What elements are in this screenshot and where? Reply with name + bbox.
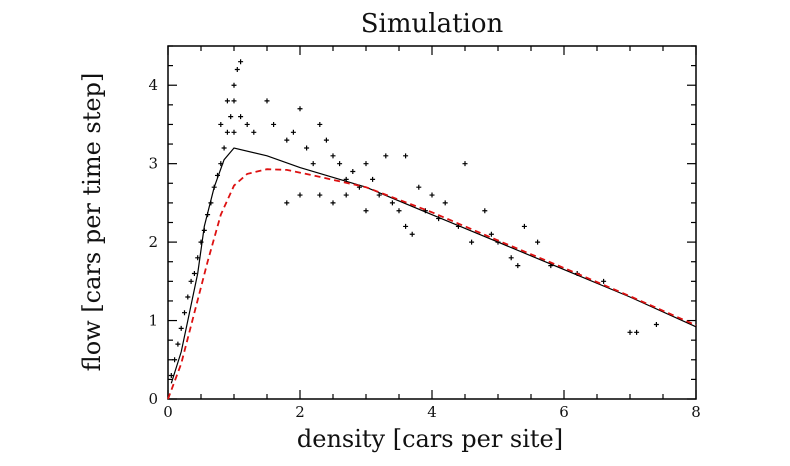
data-point bbox=[251, 129, 257, 135]
data-point bbox=[168, 372, 174, 378]
dashed-red-curve bbox=[167, 168, 697, 400]
data-point bbox=[409, 231, 415, 237]
data-point bbox=[363, 161, 369, 167]
x-tick-label: 6 bbox=[559, 403, 569, 421]
data-point bbox=[330, 200, 336, 206]
data-point bbox=[383, 153, 389, 159]
data-point bbox=[221, 145, 227, 151]
data-point bbox=[238, 114, 244, 120]
data-point bbox=[482, 208, 488, 214]
data-marks bbox=[167, 59, 697, 400]
data-point bbox=[389, 200, 395, 206]
data-point bbox=[396, 208, 402, 214]
data-point bbox=[271, 121, 277, 127]
data-point bbox=[403, 153, 409, 159]
data-point bbox=[515, 263, 521, 269]
y-tick-label: 1 bbox=[148, 312, 158, 330]
y-tick-label: 3 bbox=[148, 155, 158, 173]
data-point bbox=[238, 59, 244, 65]
data-point bbox=[188, 278, 194, 284]
data-point bbox=[469, 239, 475, 245]
x-tick-label: 2 bbox=[295, 403, 305, 421]
data-point bbox=[370, 176, 376, 182]
data-point bbox=[297, 192, 303, 198]
data-point bbox=[601, 278, 607, 284]
data-point bbox=[363, 208, 369, 214]
chart-title: Simulation bbox=[361, 9, 504, 39]
data-point bbox=[521, 223, 527, 229]
x-tick-label: 4 bbox=[427, 403, 437, 421]
data-point bbox=[185, 294, 191, 300]
data-point bbox=[191, 270, 197, 276]
data-point bbox=[627, 329, 633, 335]
data-point bbox=[323, 137, 329, 143]
data-point bbox=[653, 321, 659, 327]
data-point bbox=[462, 161, 468, 167]
data-point bbox=[535, 239, 541, 245]
y-axis-title: flow [cars per time step] bbox=[78, 73, 106, 372]
ticks bbox=[167, 45, 697, 400]
data-point bbox=[442, 200, 448, 206]
data-point bbox=[234, 67, 240, 73]
y-tick-label: 2 bbox=[148, 233, 158, 251]
data-point bbox=[172, 357, 178, 363]
data-point bbox=[376, 192, 382, 198]
solid-curve bbox=[170, 147, 697, 384]
data-point bbox=[304, 145, 310, 151]
data-point bbox=[231, 82, 237, 88]
data-point bbox=[634, 329, 640, 335]
x-axis-title: density [cars per site] bbox=[297, 425, 563, 453]
data-point bbox=[290, 129, 296, 135]
data-point bbox=[337, 161, 343, 167]
data-point bbox=[416, 184, 422, 190]
y-tick-label: 0 bbox=[148, 390, 158, 408]
data-point bbox=[178, 325, 184, 331]
plot-frame bbox=[167, 45, 697, 400]
data-point bbox=[264, 98, 270, 104]
data-point bbox=[343, 192, 349, 198]
data-point bbox=[488, 231, 494, 237]
data-point bbox=[228, 114, 234, 120]
data-point bbox=[218, 121, 224, 127]
data-point bbox=[231, 129, 237, 135]
y-tick-label: 4 bbox=[148, 76, 158, 94]
data-point bbox=[224, 98, 230, 104]
data-point bbox=[175, 341, 181, 347]
x-tick-label: 8 bbox=[691, 403, 701, 421]
data-point bbox=[231, 98, 237, 104]
data-point bbox=[297, 106, 303, 112]
x-tick-label: 0 bbox=[163, 403, 173, 421]
data-point bbox=[429, 192, 435, 198]
tick-labels: 0 2 4 6 8 0 1 2 3 4 bbox=[148, 76, 700, 421]
data-point bbox=[403, 223, 409, 229]
data-point bbox=[244, 121, 250, 127]
data-point bbox=[317, 121, 323, 127]
data-point bbox=[330, 153, 336, 159]
data-point bbox=[508, 255, 514, 261]
data-point bbox=[224, 129, 230, 135]
data-point bbox=[317, 192, 323, 198]
data-point bbox=[182, 310, 187, 316]
data-point bbox=[350, 169, 356, 175]
data-point bbox=[284, 200, 290, 206]
data-point bbox=[310, 161, 316, 167]
data-point bbox=[284, 137, 290, 143]
